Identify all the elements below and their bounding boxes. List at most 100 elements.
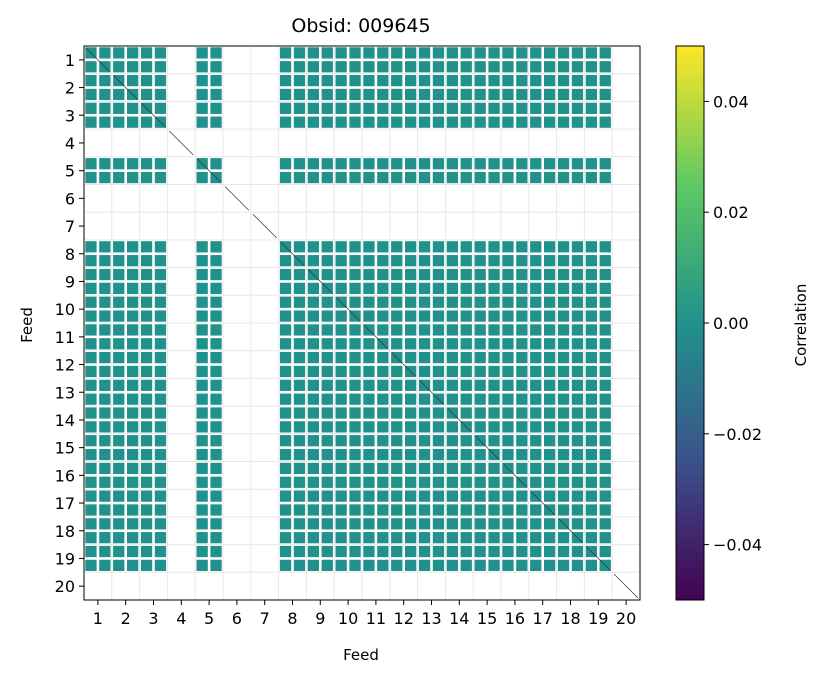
heatmap-cell xyxy=(418,75,445,101)
heatmap-subcell xyxy=(571,379,584,391)
heatmap-subcell xyxy=(432,324,445,336)
heatmap-subcell xyxy=(432,379,445,391)
heatmap-subcell xyxy=(85,255,97,267)
heatmap-subcell xyxy=(377,158,389,170)
heatmap-subcell xyxy=(321,545,333,558)
heatmap-subcell xyxy=(488,365,500,378)
heatmap-cell xyxy=(85,296,111,322)
y-tick-label: 18 xyxy=(55,522,75,541)
heatmap-subcell xyxy=(335,47,347,59)
heatmap-subcell xyxy=(99,241,111,253)
heatmap-subcell xyxy=(196,559,208,571)
heatmap-subcell xyxy=(335,504,347,516)
heatmap-subcell xyxy=(99,310,111,322)
heatmap-subcell xyxy=(335,532,347,544)
heatmap-subcell xyxy=(418,282,431,294)
heatmap-subcell xyxy=(113,255,125,267)
heatmap-subcell xyxy=(391,338,403,350)
heatmap-cell xyxy=(363,158,389,184)
heatmap-subcell xyxy=(279,504,292,516)
heatmap-subcell xyxy=(349,532,361,544)
heatmap-subcell xyxy=(293,435,306,447)
heatmap-subcell xyxy=(418,255,431,267)
heatmap-subcell xyxy=(279,532,292,544)
heatmap-subcell xyxy=(363,282,375,294)
heatmap-subcell xyxy=(321,116,333,128)
heatmap-subcell xyxy=(293,47,306,59)
heatmap-subcell xyxy=(599,545,611,558)
heatmap-subcell xyxy=(432,268,445,281)
heatmap-cell xyxy=(502,545,528,571)
heatmap-subcell xyxy=(363,47,375,59)
heatmap-subcell xyxy=(544,490,556,502)
heatmap-subcell xyxy=(279,88,292,101)
heatmap-subcell xyxy=(544,282,556,294)
heatmap-subcell xyxy=(557,352,570,364)
heatmap-subcell xyxy=(196,490,208,502)
heatmap-cell xyxy=(474,268,500,294)
gridlines xyxy=(84,46,640,600)
heatmap-subcell xyxy=(488,47,500,59)
heatmap-cell xyxy=(279,379,306,405)
heatmap-subcell xyxy=(335,352,347,364)
heatmap-subcell xyxy=(502,365,514,378)
heatmap-subcell xyxy=(99,338,111,350)
heatmap-subcell xyxy=(516,75,528,87)
heatmap-subcell xyxy=(544,559,556,571)
heatmap-subcell xyxy=(349,407,361,419)
heatmap-subcell xyxy=(140,407,153,419)
heatmap-subcell xyxy=(377,324,389,336)
heatmap-subcell xyxy=(460,379,472,391)
heatmap-subcell xyxy=(140,504,153,516)
heatmap-subcell xyxy=(516,504,528,516)
heatmap-subcell xyxy=(530,338,542,350)
heatmap-subcell xyxy=(474,116,486,128)
heatmap-cell xyxy=(446,102,472,128)
x-tick-label: 13 xyxy=(421,609,441,628)
heatmap-subcell xyxy=(474,310,486,322)
heatmap-subcell xyxy=(127,255,139,267)
heatmap-subcell xyxy=(585,435,597,447)
y-tick-label: 11 xyxy=(55,328,75,347)
heatmap-subcell xyxy=(154,421,167,433)
heatmap-subcell xyxy=(349,476,361,488)
heatmap-subcell xyxy=(154,448,167,461)
heatmap-cell xyxy=(335,490,361,516)
heatmap-subcell xyxy=(307,310,319,322)
heatmap-subcell xyxy=(140,559,153,571)
heatmap-cell xyxy=(307,407,333,433)
heatmap-subcell xyxy=(418,268,431,281)
heatmap-subcell xyxy=(585,171,597,184)
heatmap-subcell xyxy=(99,158,111,170)
heatmap-subcell xyxy=(99,532,111,544)
heatmap-subcell xyxy=(488,338,500,350)
heatmap-subcell xyxy=(405,102,417,114)
heatmap-subcell xyxy=(516,61,528,73)
heatmap-subcell xyxy=(599,352,611,364)
heatmap-subcell xyxy=(196,435,208,447)
heatmap-subcell xyxy=(279,518,292,530)
heatmap-subcell xyxy=(349,75,361,87)
heatmap-subcell xyxy=(432,241,445,253)
heatmap-subcell xyxy=(279,116,292,128)
heatmap-subcell xyxy=(599,490,611,502)
heatmap-subcell xyxy=(140,393,153,405)
heatmap-subcell xyxy=(391,116,403,128)
heatmap-subcell xyxy=(113,171,125,184)
heatmap-subcell xyxy=(474,171,486,184)
heatmap-subcell xyxy=(571,116,584,128)
heatmap-cell xyxy=(418,518,445,544)
heatmap-subcell xyxy=(279,338,292,350)
heatmap-subcell xyxy=(391,545,403,558)
heatmap-subcell xyxy=(418,365,431,378)
heatmap-subcell xyxy=(377,282,389,294)
heatmap-subcell xyxy=(279,476,292,488)
heatmap-subcell xyxy=(599,102,611,114)
heatmap-cell xyxy=(530,435,556,461)
heatmap-cell xyxy=(502,324,528,350)
heatmap-subcell xyxy=(488,61,500,73)
x-tick-label: 5 xyxy=(204,609,214,628)
heatmap-cell xyxy=(363,490,389,516)
heatmap-cell xyxy=(530,352,556,378)
heatmap-subcell xyxy=(85,116,97,128)
